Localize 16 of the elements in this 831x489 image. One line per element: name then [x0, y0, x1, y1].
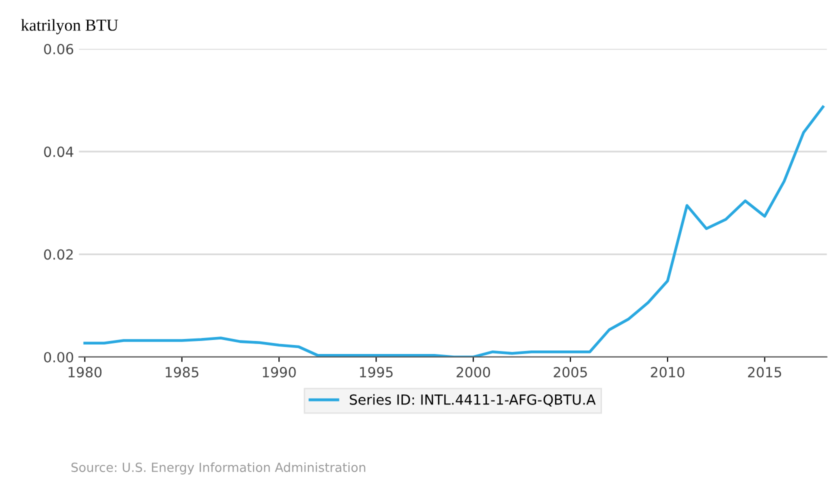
x-tick-label: 2005	[554, 366, 587, 378]
x-tick-label: 1990	[262, 366, 296, 378]
y-axis-title: katrilyon BTU	[21, 19, 118, 34]
y-tick-label: 0.02	[44, 249, 73, 260]
line-series	[83, 106, 824, 357]
source-note: Source: U.S. Energy Information Administration	[71, 462, 366, 474]
x-tick-label: 2015	[748, 366, 782, 378]
x-tick-label: 2010	[650, 366, 684, 378]
y-tick-label: 0.00	[44, 352, 74, 362]
x-tick-label: 1980	[68, 366, 102, 378]
x-tick-label: 1985	[166, 366, 198, 378]
x-tick-label: 2000	[456, 366, 490, 378]
y-tick-label: 0.06	[44, 44, 74, 54]
y-tick-label: 0.04	[44, 146, 74, 158]
x-tick-label: 1995	[360, 366, 393, 378]
legend-label: Series ID: INTL.4411-1-AFG-QBTU.A	[350, 394, 596, 406]
